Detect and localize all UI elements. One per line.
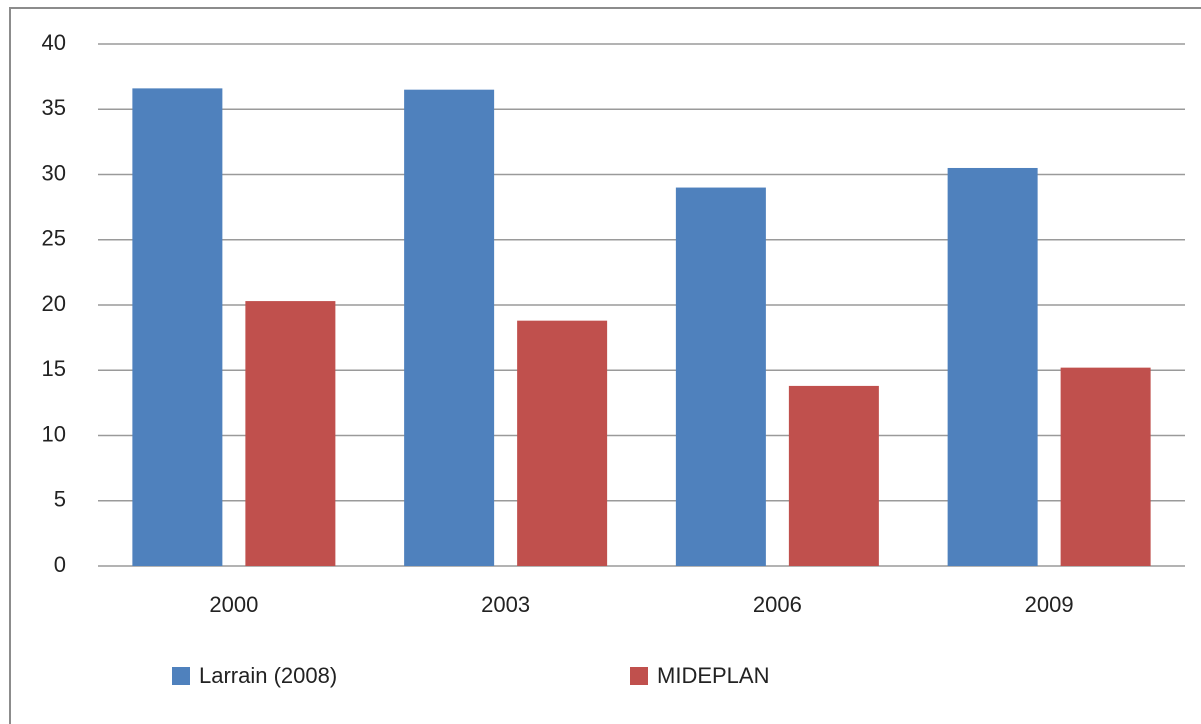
y-tick-label: 30 [42, 160, 66, 185]
legend-swatch [172, 667, 190, 685]
y-tick-label: 5 [54, 487, 66, 512]
y-tick-label: 0 [54, 552, 66, 577]
bar [788, 385, 879, 566]
y-tick-label: 25 [42, 226, 66, 251]
y-tick-label: 15 [42, 356, 66, 381]
x-tick-label: 2006 [753, 592, 802, 617]
y-tick-label: 35 [42, 95, 66, 120]
x-tick-label: 2009 [1025, 592, 1074, 617]
y-tick-label: 20 [42, 291, 66, 316]
bar [245, 301, 336, 566]
bar [132, 88, 223, 567]
y-tick-label: 10 [42, 421, 66, 446]
bar [675, 187, 766, 567]
bar [517, 320, 608, 566]
bar [404, 89, 495, 567]
bar [947, 167, 1038, 566]
x-tick-label: 2003 [481, 592, 530, 617]
y-tick-label: 40 [42, 30, 66, 55]
legend-swatch [630, 667, 648, 685]
legend-label: MIDEPLAN [657, 663, 769, 688]
bar [1060, 367, 1151, 566]
x-tick-label: 2000 [209, 592, 258, 617]
legend-label: Larrain (2008) [199, 663, 337, 688]
